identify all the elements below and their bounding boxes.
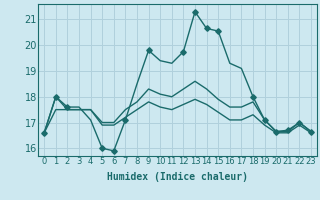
X-axis label: Humidex (Indice chaleur): Humidex (Indice chaleur): [107, 172, 248, 182]
